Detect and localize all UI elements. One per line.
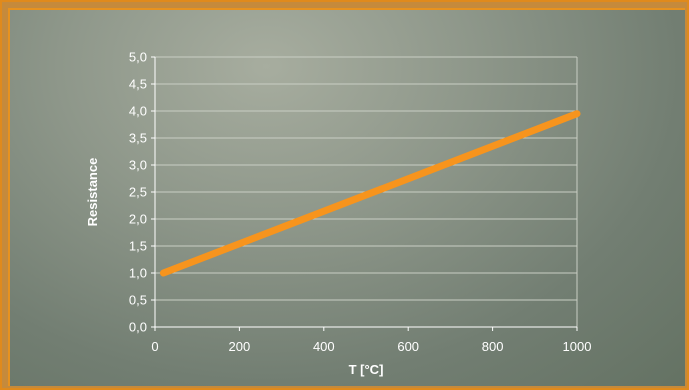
- series-layer: [159, 110, 581, 277]
- y-tick-label: 2,0: [129, 212, 147, 227]
- x-tick-label: 200: [229, 339, 251, 354]
- y-tick-label: 0,5: [129, 293, 147, 308]
- y-tick-label: 3,5: [129, 131, 147, 146]
- grid-lines: [155, 56, 577, 301]
- x-tick-label: 1000: [563, 339, 592, 354]
- axes: [151, 56, 578, 331]
- series-line: [159, 110, 581, 277]
- y-tick-label: 4,0: [129, 104, 147, 119]
- y-tick-label: 5,0: [129, 50, 147, 65]
- y-tick-label: 3,0: [129, 158, 147, 173]
- x-tick-label: 800: [482, 339, 504, 354]
- y-tick-label: 4,5: [129, 77, 147, 92]
- x-tick-label: 400: [313, 339, 335, 354]
- x-axis-title: T [°C]: [349, 362, 384, 377]
- x-tick-label: 0: [151, 339, 158, 354]
- slide-background: [8, 8, 685, 386]
- y-tick-label: 1,5: [129, 239, 147, 254]
- y-tick-label: 1,0: [129, 266, 147, 281]
- y-tick-label: 0,0: [129, 320, 147, 335]
- y-axis-title: Resistance: [85, 158, 100, 227]
- y-tick-label: 2,5: [129, 185, 147, 200]
- x-tick-label: 600: [397, 339, 419, 354]
- tick-labels: 0,0 0,5 1,0 1,5 2,0 2,5 3,0 3,5 4,0 4,5 5,0 0 200 400…: [129, 50, 592, 355]
